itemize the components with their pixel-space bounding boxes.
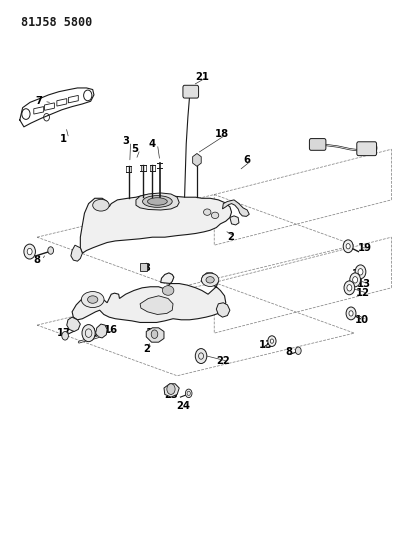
Text: 21: 21	[195, 72, 209, 82]
Text: 11: 11	[145, 328, 159, 338]
FancyBboxPatch shape	[357, 142, 377, 156]
Circle shape	[195, 349, 207, 364]
Circle shape	[48, 247, 54, 254]
Text: 8: 8	[34, 255, 40, 265]
Text: 16: 16	[104, 326, 118, 335]
Ellipse shape	[201, 273, 219, 287]
Circle shape	[346, 307, 356, 320]
Circle shape	[344, 281, 355, 295]
Polygon shape	[216, 303, 230, 317]
Text: 1: 1	[60, 134, 68, 143]
Text: 24: 24	[176, 401, 190, 411]
Ellipse shape	[206, 277, 214, 283]
Polygon shape	[96, 324, 107, 338]
Ellipse shape	[143, 196, 172, 207]
Text: 13: 13	[356, 279, 370, 288]
Text: 15: 15	[90, 328, 104, 338]
Ellipse shape	[162, 286, 174, 295]
Ellipse shape	[81, 292, 104, 308]
Text: 22: 22	[216, 357, 230, 366]
Circle shape	[350, 273, 360, 287]
Polygon shape	[67, 317, 80, 332]
Text: 18: 18	[215, 130, 229, 139]
Polygon shape	[230, 216, 239, 225]
Circle shape	[151, 330, 158, 338]
Polygon shape	[164, 384, 179, 397]
Ellipse shape	[93, 199, 109, 211]
Ellipse shape	[87, 296, 98, 303]
Circle shape	[358, 269, 363, 275]
Circle shape	[347, 285, 352, 291]
FancyBboxPatch shape	[183, 85, 199, 98]
Circle shape	[355, 265, 366, 279]
Circle shape	[82, 325, 95, 342]
Text: 12: 12	[356, 288, 370, 298]
Text: 2: 2	[227, 232, 234, 242]
Text: 5: 5	[132, 144, 138, 154]
Text: 20: 20	[364, 144, 378, 154]
Text: 10: 10	[355, 315, 369, 325]
Text: 3: 3	[122, 136, 129, 146]
Polygon shape	[222, 200, 249, 216]
Polygon shape	[140, 296, 173, 314]
Text: 81J58 5800: 81J58 5800	[21, 16, 92, 29]
Text: 6: 6	[244, 155, 250, 165]
Polygon shape	[146, 328, 164, 342]
Ellipse shape	[147, 198, 167, 205]
Circle shape	[295, 347, 301, 354]
Bar	[140, 263, 147, 271]
Text: 4: 4	[149, 139, 156, 149]
Text: 8: 8	[285, 347, 292, 357]
Circle shape	[270, 339, 274, 343]
Polygon shape	[136, 193, 179, 210]
Polygon shape	[72, 273, 226, 322]
Text: 2: 2	[143, 344, 150, 354]
Circle shape	[167, 384, 175, 394]
Text: 2: 2	[87, 236, 94, 246]
Text: 13: 13	[259, 341, 273, 350]
Circle shape	[24, 244, 35, 259]
Text: 19: 19	[358, 243, 372, 253]
Circle shape	[343, 240, 353, 253]
Text: 23: 23	[164, 391, 178, 400]
Text: 3: 3	[143, 263, 150, 272]
Ellipse shape	[211, 212, 219, 219]
Polygon shape	[80, 194, 232, 253]
Ellipse shape	[204, 209, 211, 215]
Circle shape	[27, 248, 32, 255]
Text: 17: 17	[57, 328, 71, 338]
Circle shape	[349, 311, 353, 316]
Circle shape	[346, 244, 350, 249]
Text: 9: 9	[23, 246, 30, 255]
Text: 14: 14	[351, 270, 365, 279]
Circle shape	[268, 336, 276, 346]
Circle shape	[62, 332, 68, 340]
Text: 7: 7	[36, 96, 42, 106]
FancyBboxPatch shape	[309, 139, 326, 150]
Circle shape	[353, 277, 358, 283]
Polygon shape	[71, 245, 82, 261]
Circle shape	[185, 389, 192, 398]
